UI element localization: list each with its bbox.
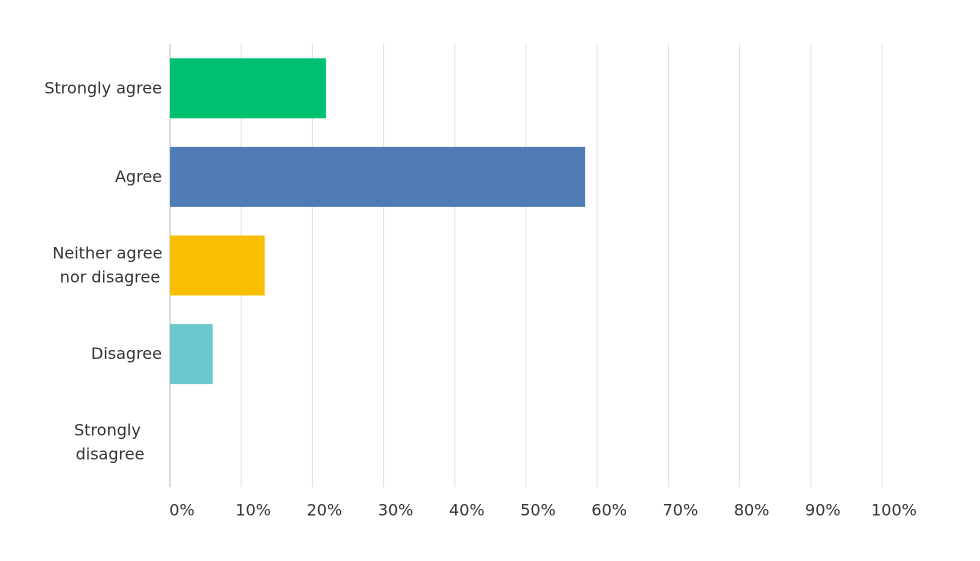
x-tick-label: 100% (871, 501, 917, 520)
x-tick-label: 30% (378, 501, 414, 520)
x-tick-label: 10% (235, 501, 271, 520)
y-tick-label: Neither agree nor disagree (52, 243, 167, 286)
y-tick-label: Disagree (91, 344, 162, 363)
bar (170, 146, 586, 207)
x-tick-label: 0% (169, 501, 194, 520)
y-tick-label: Strongly agree (44, 78, 162, 97)
bar (170, 58, 326, 119)
x-tick-label: 50% (520, 501, 556, 520)
x-tick-label: 60% (591, 501, 627, 520)
y-tick-label: Agree (115, 166, 162, 185)
x-tick-label: 70% (663, 501, 699, 520)
x-tick-label: 90% (805, 501, 841, 520)
x-tick-label: 40% (449, 501, 485, 520)
bar (170, 235, 265, 296)
x-tick-label: 20% (307, 501, 343, 520)
x-tick-label: 80% (734, 501, 770, 520)
bar (170, 324, 213, 385)
y-tick-label: Strongly disagree (74, 420, 146, 463)
